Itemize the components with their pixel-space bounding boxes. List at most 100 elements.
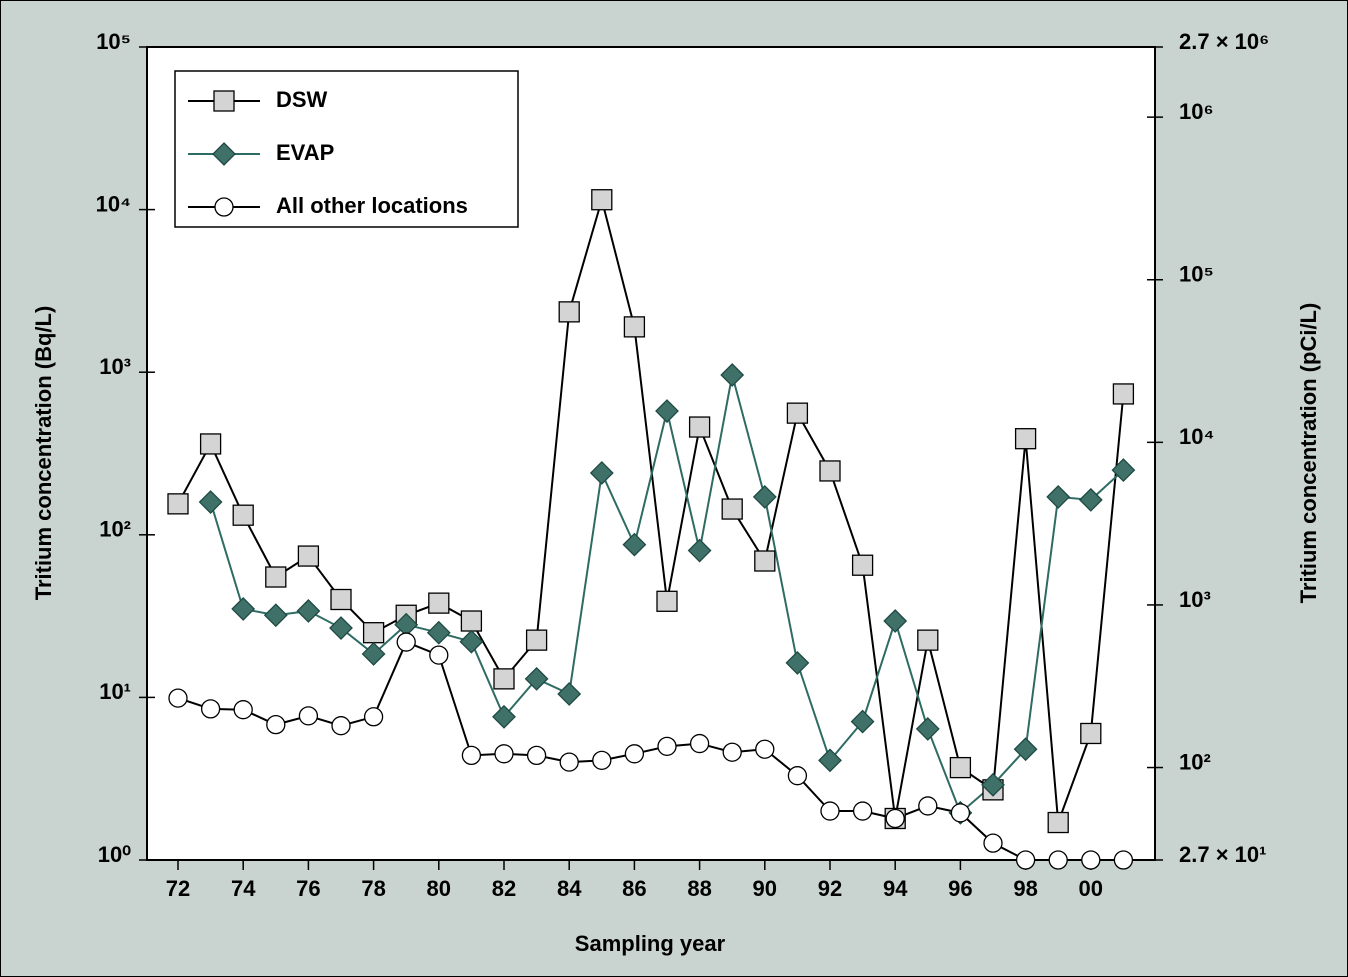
data-point: [461, 745, 482, 766]
data-point: [819, 460, 841, 482]
y2-axis-label: Tritium concentration (pCi/L): [1296, 303, 1321, 604]
data-point: [330, 588, 352, 611]
data-point: [820, 801, 840, 821]
data-point: [459, 629, 484, 654]
data-point: [720, 363, 745, 387]
data-point: [233, 700, 253, 720]
data-point: [818, 748, 842, 773]
data-point: [426, 620, 451, 645]
data-point: [298, 706, 319, 726]
data-point: [428, 592, 450, 614]
data-point: [785, 650, 810, 675]
data-point: [622, 532, 647, 557]
data-point: [429, 645, 449, 665]
data-point: [363, 707, 384, 727]
y-tick-label: 10¹: [99, 679, 131, 704]
data-point: [589, 461, 614, 485]
data-point: [918, 796, 938, 816]
data-point: [1113, 850, 1134, 870]
data-point: [558, 301, 580, 323]
data-point: [167, 493, 189, 515]
legend-marker: [213, 90, 235, 112]
data-point: [592, 750, 612, 771]
data-point: [1014, 428, 1037, 450]
data-point: [361, 642, 386, 666]
data-point: [591, 189, 613, 211]
x-tick-label: 78: [361, 876, 385, 901]
data-point: [460, 610, 483, 632]
data-point: [850, 709, 875, 734]
legend-label: DSW: [276, 87, 328, 112]
data-point: [1046, 484, 1071, 509]
data-point: [721, 498, 743, 520]
y-tick-label: 10²: [99, 517, 131, 542]
legend-marker: [214, 197, 234, 217]
x-tick-label: 00: [1079, 876, 1103, 901]
y-axis-label: Tritium concentration (Bq/L): [31, 306, 56, 601]
data-point: [231, 597, 256, 621]
data-point: [885, 808, 905, 829]
data-point: [198, 490, 223, 514]
data-point: [557, 682, 582, 706]
y-tick-label: 10³: [99, 354, 131, 379]
legend-marker: [212, 142, 236, 166]
data-point: [559, 752, 579, 772]
data-point: [688, 416, 711, 438]
data-point: [265, 566, 287, 588]
data-point: [623, 316, 646, 338]
data-point: [362, 622, 385, 644]
data-point: [1013, 737, 1038, 762]
data-point: [1078, 487, 1103, 512]
data-point: [687, 538, 712, 563]
data-point: [524, 666, 549, 691]
y-tick-label: 10⁴: [96, 191, 131, 216]
data-point: [526, 745, 547, 766]
data-point: [656, 590, 678, 612]
data-point: [263, 603, 288, 628]
data-point: [525, 629, 548, 651]
data-point: [329, 616, 353, 640]
y2-tick-label: 10⁴: [1179, 424, 1214, 449]
data-point: [752, 484, 777, 509]
x-tick-label: 86: [622, 876, 646, 901]
data-point: [331, 716, 351, 736]
data-point: [950, 803, 971, 823]
data-point: [297, 545, 320, 567]
data-point: [722, 742, 742, 762]
x-tick-label: 84: [557, 876, 582, 901]
data-point: [396, 632, 416, 652]
data-point: [1112, 383, 1135, 405]
data-point: [266, 714, 286, 735]
y2-tick-label: 2.7 × 10¹: [1179, 842, 1266, 867]
x-tick-label: 82: [492, 876, 516, 901]
data-point: [1081, 850, 1101, 870]
data-point: [983, 833, 1003, 853]
data-point: [200, 699, 221, 719]
x-tick-label: 80: [427, 876, 451, 901]
x-tick-label: 74: [231, 876, 256, 901]
data-point: [1015, 850, 1036, 870]
data-point: [689, 733, 710, 754]
data-point: [1080, 722, 1102, 745]
data-point: [1047, 811, 1069, 834]
data-point: [852, 801, 873, 821]
data-point: [494, 744, 514, 764]
x-tick-label: 88: [687, 876, 711, 901]
data-point: [199, 433, 222, 455]
data-point: [883, 609, 908, 633]
data-point: [755, 739, 775, 759]
data-point: [1111, 458, 1136, 483]
data-point: [949, 756, 972, 779]
data-point: [168, 688, 188, 708]
data-point: [493, 668, 515, 690]
y2-tick-label: 10⁵: [1179, 262, 1214, 287]
x-tick-label: 90: [753, 876, 777, 901]
legend-label: EVAP: [276, 140, 334, 165]
data-point: [754, 550, 776, 572]
x-tick-label: 98: [1013, 876, 1037, 901]
y2-tick-label: 2.7 × 10⁶: [1179, 29, 1269, 54]
data-point: [981, 772, 1005, 797]
data-point: [624, 744, 645, 764]
x-axis-label: Sampling year: [575, 931, 726, 956]
x-tick-label: 94: [883, 876, 908, 901]
